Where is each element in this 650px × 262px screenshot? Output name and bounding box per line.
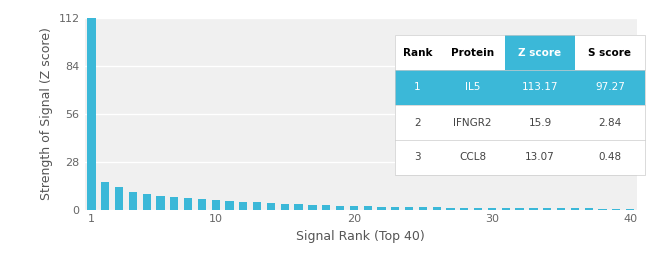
Bar (447, 208, 455, 210)
Text: 3: 3 (414, 152, 421, 162)
Bar (211, 200, 220, 210)
Bar (87, 16, 96, 210)
Bar (308, 205, 317, 210)
Text: Z score: Z score (519, 47, 562, 57)
Bar (239, 202, 248, 210)
Bar (405, 207, 413, 210)
Bar (101, 182, 109, 210)
Bar (377, 206, 385, 210)
Text: 97.27: 97.27 (595, 83, 625, 92)
Text: CCL8: CCL8 (459, 152, 486, 162)
Bar (322, 205, 330, 210)
Bar (529, 208, 538, 210)
Bar (363, 206, 372, 210)
Text: Protein: Protein (451, 47, 494, 57)
Bar (460, 208, 469, 210)
Text: 1: 1 (414, 83, 421, 92)
Bar (571, 208, 579, 210)
Bar (294, 204, 303, 210)
Bar (336, 206, 344, 210)
Bar (488, 208, 496, 210)
Y-axis label: Strength of Signal (Z score): Strength of Signal (Z score) (40, 28, 53, 200)
Bar (557, 208, 566, 210)
Bar (391, 207, 399, 210)
Text: IL5: IL5 (465, 83, 480, 92)
Bar (266, 203, 275, 210)
Bar (474, 208, 482, 210)
Bar (543, 208, 551, 210)
Bar (142, 194, 151, 210)
Text: 0.48: 0.48 (599, 152, 621, 162)
Bar (612, 209, 621, 210)
Bar (198, 199, 206, 210)
Bar (419, 207, 427, 210)
Bar (350, 206, 358, 210)
Text: 15.9: 15.9 (528, 117, 552, 128)
Text: IFNGR2: IFNGR2 (453, 117, 492, 128)
Text: Rank: Rank (403, 47, 432, 57)
Bar (626, 209, 634, 210)
Bar (599, 209, 606, 210)
Bar (502, 208, 510, 210)
Bar (584, 209, 593, 210)
Bar (433, 208, 441, 210)
Text: S score: S score (588, 47, 632, 57)
Bar (281, 204, 289, 210)
Bar (184, 198, 192, 210)
Text: 2.84: 2.84 (599, 117, 621, 128)
X-axis label: Signal Rank (Top 40): Signal Rank (Top 40) (296, 230, 425, 243)
Text: 113.17: 113.17 (522, 83, 558, 92)
Bar (115, 187, 124, 210)
Bar (170, 197, 178, 210)
Bar (226, 201, 234, 210)
Bar (156, 196, 164, 210)
Bar (253, 203, 261, 210)
Text: 13.07: 13.07 (525, 152, 555, 162)
Bar (515, 208, 524, 210)
Text: 2: 2 (414, 117, 421, 128)
Bar (129, 192, 137, 210)
